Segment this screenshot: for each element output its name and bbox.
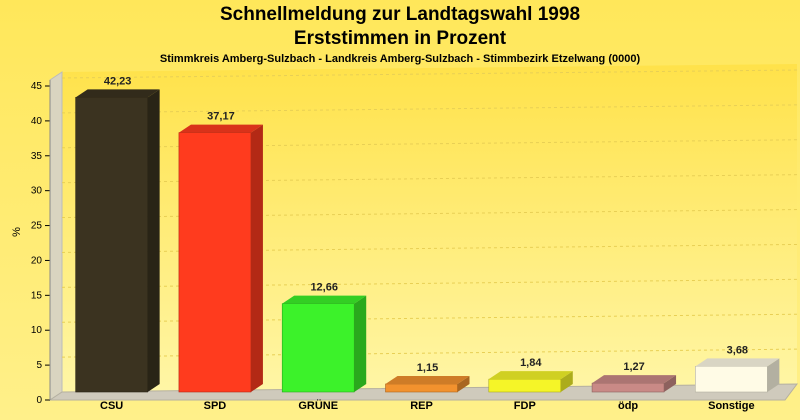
- bar-top-sonstige: [695, 358, 780, 367]
- y-tick-label: 10: [31, 325, 43, 336]
- x-tick-label: ödp: [618, 400, 638, 412]
- gridline: [61, 104, 798, 114]
- x-tick-label: SPD: [204, 400, 227, 412]
- bar-top-grüne: [282, 295, 367, 304]
- chart-subtitle: Stimmkreis Amberg-Sulzbach - Landkreis A…: [159, 53, 641, 65]
- bar-spd: [178, 132, 252, 393]
- y-tick-label: 0: [36, 395, 42, 406]
- x-tick-label: CSU: [100, 400, 123, 412]
- bar-top-spd: [178, 124, 263, 133]
- bar-side-fdp: [560, 371, 573, 392]
- chart-title: Schnellmeldung zur Landtagswahl 1998: [219, 4, 581, 25]
- y-tick-label: 15: [31, 290, 43, 301]
- chart-title-line2: Erststimmen in Prozent: [293, 28, 507, 49]
- bar-side-ödp: [664, 375, 677, 392]
- bar-side-spd: [250, 124, 263, 393]
- data-label: 37,17: [207, 111, 235, 123]
- bar-side-rep: [457, 375, 470, 392]
- x-tick-label: REP: [410, 400, 433, 412]
- left-wall: [49, 71, 63, 401]
- bar-top-rep: [385, 375, 470, 384]
- bar-side-sonstige: [767, 358, 780, 392]
- bar-ödp: [591, 382, 665, 393]
- bar-top-csu: [75, 89, 160, 98]
- bar-side-csu: [147, 89, 160, 393]
- data-label: 42,23: [104, 75, 132, 87]
- data-label: 1,27: [623, 361, 644, 373]
- y-tick-label: 20: [31, 255, 43, 266]
- data-label: 1,15: [417, 362, 438, 374]
- y-tick-label: 40: [31, 116, 43, 127]
- bar-side-grüne: [354, 295, 367, 392]
- bar-rep: [385, 383, 458, 393]
- x-tick-label: FDP: [514, 400, 536, 412]
- data-label: 12,66: [310, 282, 338, 294]
- bar-sonstige: [695, 366, 768, 393]
- data-label: 3,68: [727, 344, 748, 356]
- bar-top-fdp: [488, 371, 573, 380]
- bar-grüne: [281, 303, 355, 393]
- plot-area: [62, 64, 797, 392]
- y-tick-label: 25: [31, 221, 43, 232]
- bar-csu: [75, 97, 148, 393]
- data-label: 1,84: [520, 357, 542, 369]
- gridline: [61, 69, 798, 79]
- bar-fdp: [488, 378, 562, 393]
- x-tick-label: GRÜNE: [298, 399, 338, 412]
- bar-top-ödp: [592, 375, 677, 384]
- y-tick-label: 45: [31, 81, 43, 92]
- y-tick-label: 5: [36, 360, 42, 371]
- y-tick-label: 35: [31, 151, 43, 162]
- x-tick-label: Sonstige: [708, 400, 754, 412]
- y-tick-label: 30: [31, 186, 43, 197]
- y-axis-label: %: [11, 227, 23, 237]
